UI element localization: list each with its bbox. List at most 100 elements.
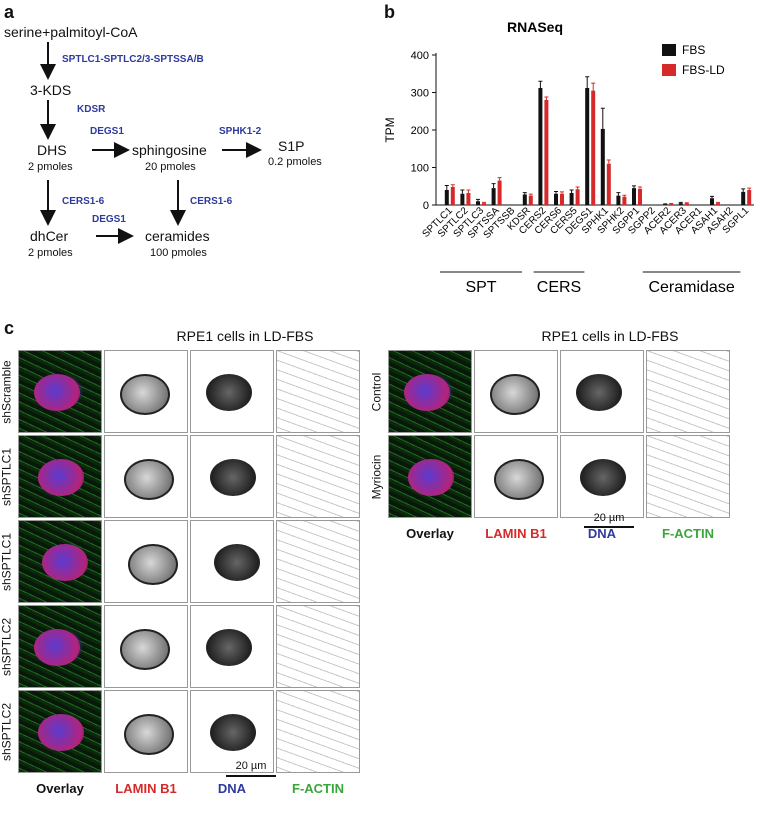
micrograph-dna xyxy=(190,520,274,603)
bar-fbs-ld-sgpl1 xyxy=(747,190,752,205)
micrograph-overlay xyxy=(18,435,102,518)
enzyme-kdsr: KDSR xyxy=(77,104,106,115)
nucleus-shape xyxy=(403,373,451,412)
node-3kds: 3-KDS xyxy=(30,82,72,98)
nucleus-shape xyxy=(127,543,179,586)
micrograph-dna xyxy=(190,350,274,433)
bar-fbs-ld-acer3 xyxy=(684,203,689,205)
bar-fbs-sgpp1 xyxy=(632,188,636,205)
y-tick-label: 400 xyxy=(411,50,429,62)
node-ceramides: ceramides xyxy=(145,228,210,244)
left-row-label: shSPTLC1 xyxy=(0,447,13,506)
bar-fbs-ld-degs1 xyxy=(591,90,596,205)
bar-fbs-sptlc1 xyxy=(444,190,449,205)
left-row-label: shSPTLC2 xyxy=(0,702,13,761)
enzyme-degs1-bottom: DEGS1 xyxy=(92,214,126,225)
legend-swatch xyxy=(662,64,676,76)
micrograph-f-actin xyxy=(276,350,360,433)
left-figure-title: RPE1 cells in LD-FBS xyxy=(176,328,314,344)
nucleus-shape xyxy=(205,628,253,667)
bar-fbs-ld-acer2 xyxy=(669,203,674,205)
channel-label-overlay: Overlay xyxy=(406,526,454,541)
bar-fbs-ld-sptlc2 xyxy=(466,193,471,205)
y-tick-label: 100 xyxy=(411,163,429,175)
micrograph-dna xyxy=(190,605,274,688)
micrograph-lamin-b1 xyxy=(104,520,188,603)
nucleus-shape xyxy=(37,713,85,752)
channel-label-overlay: Overlay xyxy=(36,781,84,796)
panel-c-letter: c xyxy=(4,318,15,338)
bar-fbs-degs1 xyxy=(585,88,590,205)
right-row-label: Control xyxy=(369,372,383,411)
pathway-arrows xyxy=(40,42,262,244)
right-figure-title: RPE1 cells in LD-FBS xyxy=(541,328,679,344)
nucleus-shape xyxy=(123,458,175,501)
bar-fbs-ld-sptssa xyxy=(497,180,502,205)
bar-fbs-sgpl1 xyxy=(741,191,746,205)
y-tick-label: 300 xyxy=(411,88,429,100)
bar-fbs-cers5 xyxy=(569,193,574,205)
group-label: Ceramidase xyxy=(648,279,734,296)
nucleus-shape xyxy=(209,458,257,497)
y-tick-label: 0 xyxy=(423,200,429,212)
scale-bar-left-label: 20 µm xyxy=(235,760,267,772)
bar-fbs-ld-sgpp1 xyxy=(638,188,642,205)
nucleus-shape xyxy=(41,543,89,582)
channel-label-f-actin: F-ACTIN xyxy=(292,781,344,796)
scale-bar-right xyxy=(584,526,634,528)
y-axis-label: TPM xyxy=(383,117,397,142)
nucleus-shape xyxy=(213,543,261,582)
micrograph-dna xyxy=(190,690,274,773)
enzyme-spt: SPTLC1-SPTLC2/3-SPTSSA/B xyxy=(62,54,204,65)
enzyme-sphk: SPHK1-2 xyxy=(219,126,262,137)
bar-fbs-sphk2 xyxy=(616,195,621,205)
bar-fbs-ld-kdsr xyxy=(528,195,533,205)
bar-fbs-ld-asah1 xyxy=(716,203,720,205)
nucleus-shape xyxy=(493,458,545,501)
dhs-amount: 2 pmoles xyxy=(28,161,73,173)
node-dhs: DHS xyxy=(37,142,67,158)
s1p-amount: 0.2 pmoles xyxy=(268,156,322,168)
enzyme-cers-right: CERS1-6 xyxy=(190,196,233,207)
bar-fbs-kdsr xyxy=(522,194,527,205)
bar-fbs-ld-cers5 xyxy=(575,189,580,205)
micrograph-overlay xyxy=(18,690,102,773)
bar-fbs-ld-cers2 xyxy=(544,100,549,205)
left-row-label: shSPTLC1 xyxy=(0,532,13,591)
bar-fbs-ld-sphk1 xyxy=(606,163,611,205)
nucleus-shape xyxy=(33,373,81,412)
nucleus-shape xyxy=(119,373,171,416)
chart-title: RNASeq xyxy=(507,19,563,35)
nucleus-shape xyxy=(33,628,81,667)
legend-label: FBS-LD xyxy=(682,63,725,77)
bar-fbs-sphk1 xyxy=(600,128,605,205)
group-label: SPT xyxy=(465,279,496,296)
bar-fbs-ld-sphk2 xyxy=(622,196,627,205)
bar-fbs-sptssa xyxy=(491,188,496,205)
bar-fbs-cers2 xyxy=(538,88,543,205)
nucleus-shape xyxy=(579,458,627,497)
micrograph-dna xyxy=(560,350,644,433)
micrograph-lamin-b1 xyxy=(104,690,188,773)
micrograph-lamin-b1 xyxy=(104,350,188,433)
bar-fbs-cers6 xyxy=(554,193,558,205)
micrograph-lamin-b1 xyxy=(474,435,558,518)
micrograph-overlay xyxy=(388,350,472,433)
left-row-label: shScramble xyxy=(0,359,13,424)
channel-label-lamin-b1: LAMIN B1 xyxy=(115,781,177,796)
micrograph-f-actin xyxy=(276,520,360,603)
dhcer-amount: 2 pmoles xyxy=(28,247,73,259)
micrograph-overlay xyxy=(18,605,102,688)
right-row-label: Myriocin xyxy=(369,454,383,499)
micrograph-lamin-b1 xyxy=(104,605,188,688)
node-dhcer: dhCer xyxy=(30,228,69,244)
scale-bar-right-label: 20 µm xyxy=(593,512,625,524)
nucleus-shape xyxy=(123,713,175,756)
bar-fbs-acer2 xyxy=(663,204,668,205)
micrograph-lamin-b1 xyxy=(474,350,558,433)
scale-bar-left xyxy=(226,775,276,777)
micrograph-dna xyxy=(190,435,274,518)
nucleus-shape xyxy=(119,628,171,671)
micrograph-lamin-b1 xyxy=(104,435,188,518)
bar-fbs-ld-sptlc1 xyxy=(450,187,455,205)
